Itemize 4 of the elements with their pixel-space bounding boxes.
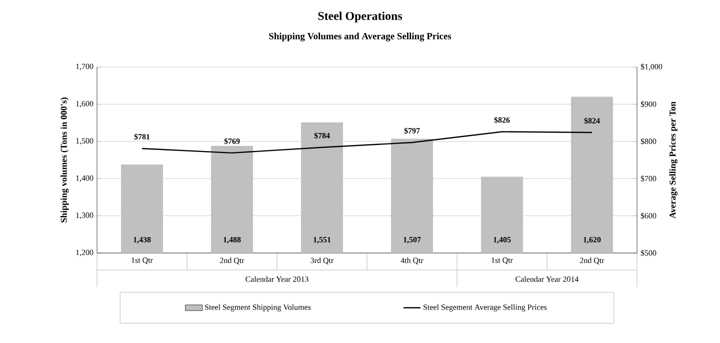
y-axis-title: Shipping volumes (Tons in 000's): [60, 98, 69, 222]
chart-subtitle: Shipping Volumes and Average Selling Prices: [269, 32, 452, 42]
y2-axis-title: Average Selling Prices per Ton: [669, 102, 678, 218]
chart-title: Steel Operations: [318, 12, 402, 22]
